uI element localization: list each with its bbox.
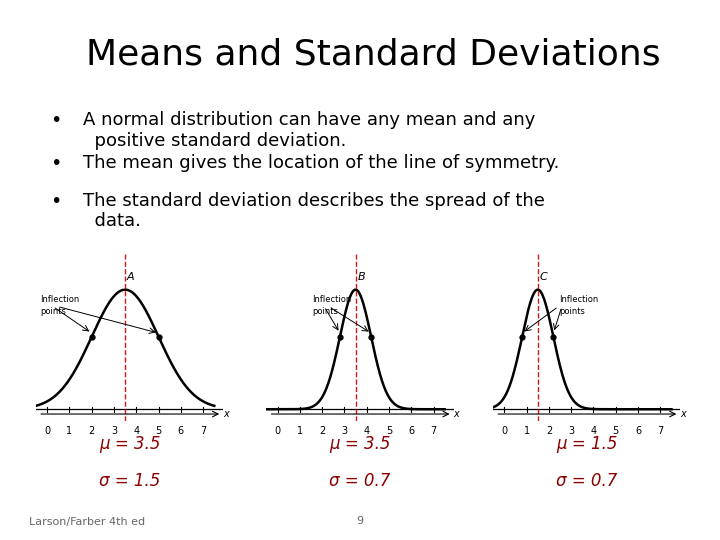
Text: C: C: [539, 273, 547, 282]
Text: μ = 3.5: μ = 3.5: [99, 435, 161, 453]
Text: •: •: [50, 111, 62, 130]
Text: x: x: [453, 409, 459, 419]
Text: Means and Standard Deviations: Means and Standard Deviations: [86, 38, 661, 72]
Text: points: points: [559, 307, 585, 316]
Text: Inflection: Inflection: [40, 295, 80, 304]
Text: μ = 1.5: μ = 1.5: [556, 435, 618, 453]
Text: •: •: [50, 192, 62, 211]
Text: σ = 0.7: σ = 0.7: [329, 472, 391, 490]
Text: σ = 1.5: σ = 1.5: [99, 472, 161, 490]
Text: μ = 3.5: μ = 3.5: [329, 435, 391, 453]
Text: •: •: [50, 154, 62, 173]
Text: A: A: [127, 273, 135, 282]
Text: x: x: [222, 409, 228, 419]
Text: Larson/Farber 4th ed: Larson/Farber 4th ed: [29, 516, 145, 526]
Text: A normal distribution can have any mean and any
  positive standard deviation.: A normal distribution can have any mean …: [83, 111, 535, 150]
Text: The standard deviation describes the spread of the
  data.: The standard deviation describes the spr…: [83, 192, 544, 231]
Text: 9: 9: [356, 516, 364, 526]
Text: Inflection: Inflection: [312, 295, 351, 304]
Text: points: points: [312, 307, 338, 316]
Text: x: x: [680, 409, 685, 419]
Text: σ = 0.7: σ = 0.7: [556, 472, 618, 490]
Text: points: points: [40, 307, 66, 316]
Text: The mean gives the location of the line of symmetry.: The mean gives the location of the line …: [83, 154, 559, 172]
Text: Inflection: Inflection: [559, 295, 599, 304]
Text: B: B: [357, 273, 365, 282]
